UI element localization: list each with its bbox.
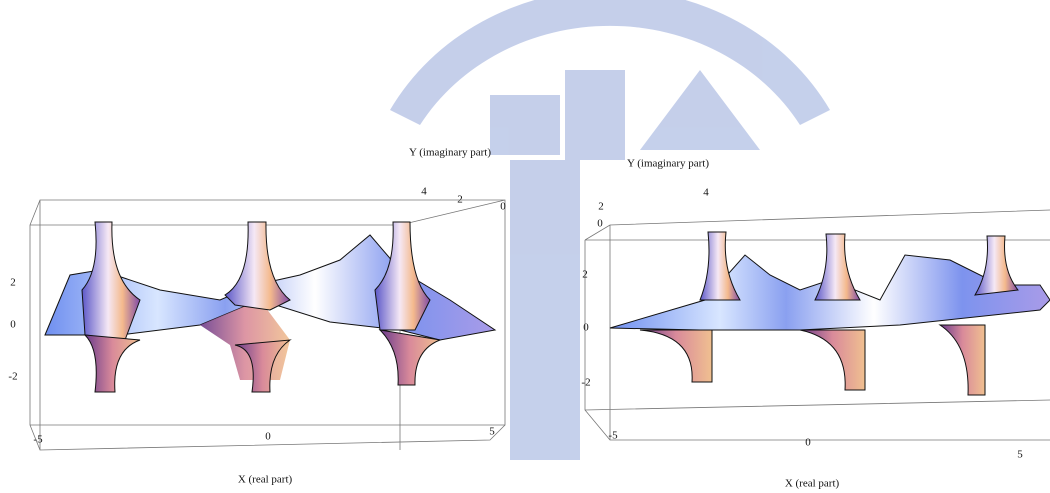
y-tick-label: 4 [703, 187, 709, 199]
z-tick-label: 2 [10, 277, 16, 289]
y-axis-label: Y (imaginary part) [409, 147, 491, 159]
x-tick-label: 5 [1017, 449, 1023, 461]
x-axis-label: X (real part) [785, 478, 840, 490]
z-tick-label: 2 [582, 269, 588, 281]
x-tick-label: -5 [33, 434, 43, 446]
y-tick-label: 2 [457, 194, 463, 206]
x-axis-label: X (real part) [238, 474, 293, 486]
y-tick-label: 0 [500, 201, 506, 213]
right-plot [585, 210, 1050, 440]
left-plot [30, 200, 505, 450]
y-axis-label: Y (imaginary part) [627, 158, 709, 170]
x-tick-label: 0 [805, 437, 811, 449]
z-tick-label: 0 [583, 322, 589, 334]
spike [225, 222, 290, 310]
x-tick-label: 5 [489, 426, 495, 438]
x-tick-label: 0 [265, 431, 271, 443]
z-tick-label: 0 [10, 319, 16, 331]
y-tick-label: 4 [421, 186, 427, 198]
figure: Y (imaginary part) X (real part) Y (imag… [0, 0, 1050, 493]
y-tick-label: 0 [597, 218, 603, 230]
spike [975, 236, 1018, 295]
x-tick-label: -5 [608, 430, 618, 442]
spike [815, 234, 860, 300]
z-tick-label: -2 [8, 371, 17, 383]
y-tick-label: 2 [598, 201, 604, 213]
spike [700, 232, 740, 300]
z-tick-label: -2 [581, 377, 590, 389]
